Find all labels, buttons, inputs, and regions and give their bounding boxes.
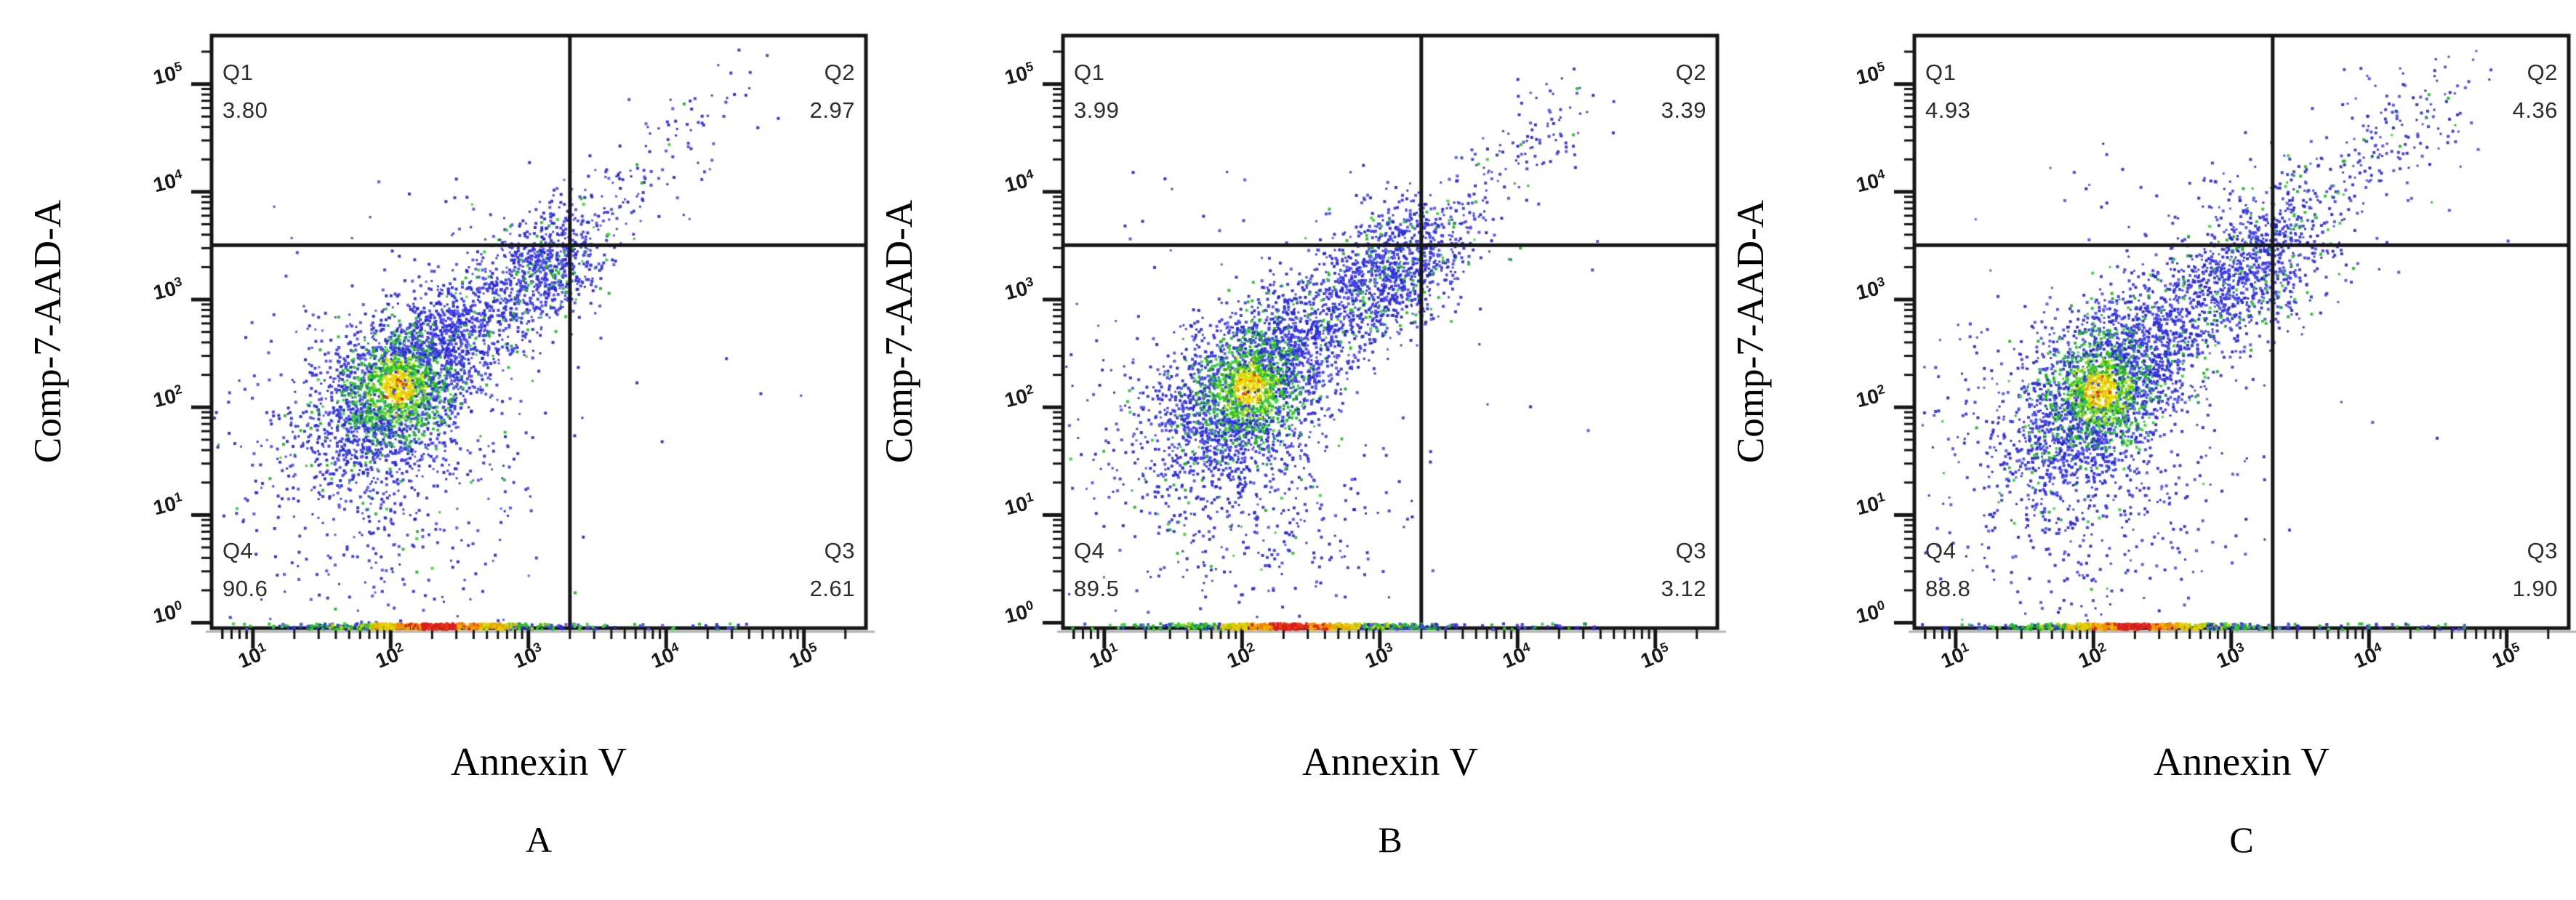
x-axis-title: Annexin V xyxy=(451,739,627,784)
q1-value: 3.80 xyxy=(222,97,268,123)
x-tick-label: 101 xyxy=(234,639,268,672)
x-tick-label: 104 xyxy=(1499,639,1533,672)
q3-value: 2.61 xyxy=(809,576,855,601)
q3-label: Q3 xyxy=(2527,538,2558,563)
q2-value: 4.36 xyxy=(2512,97,2558,123)
x-tick-label: 101 xyxy=(1086,639,1120,672)
q4-label: Q4 xyxy=(1925,538,1957,563)
x-axis-title: Annexin V xyxy=(2154,739,2330,784)
q1-value: 3.99 xyxy=(1074,97,1120,123)
panel-b: Q1 3.99 Q2 3.39 Q4 89.5 Q3 3.12 100 101 10… xyxy=(878,0,1717,900)
x-tick-label: 101 xyxy=(1937,639,1971,672)
x-tick-label: 104 xyxy=(648,639,681,672)
x-axis-title: Annexin V xyxy=(1302,739,1478,784)
panel-c: Q1 4.93 Q2 4.36 Q4 88.8 Q3 1.90 100 101 10… xyxy=(1730,0,2569,900)
y-axis-title: Comp-7-AAD-A xyxy=(27,199,69,464)
q3-label: Q3 xyxy=(824,538,855,563)
x-tick-label: 105 xyxy=(2488,639,2522,672)
x-tick-label: 102 xyxy=(372,639,406,672)
x-tick-label: 105 xyxy=(1637,639,1671,672)
y-axis-title: Comp-7-AAD-A xyxy=(878,199,920,464)
q2-value: 3.39 xyxy=(1661,97,1706,123)
q4-value: 88.8 xyxy=(1925,576,1971,601)
x-tick-label: 103 xyxy=(510,639,544,672)
panel-letter: B xyxy=(1378,819,1403,860)
q1-label: Q1 xyxy=(222,60,254,85)
q3-label: Q3 xyxy=(1675,538,1706,563)
q2-value: 2.97 xyxy=(809,97,855,123)
q3-value: 1.90 xyxy=(2512,576,2558,601)
q1-label: Q1 xyxy=(1925,60,1957,85)
panel-letter: C xyxy=(2229,819,2254,860)
x-tick-label: 103 xyxy=(1361,639,1395,672)
q1-value: 4.93 xyxy=(1925,97,1971,123)
panel-a: Q1 3.80 Q2 2.97 Q4 90.6 Q3 2.61 100 101 10… xyxy=(27,0,866,900)
q4-value: 89.5 xyxy=(1074,576,1120,601)
q3-value: 3.12 xyxy=(1661,576,1706,601)
x-tick-label: 102 xyxy=(1224,639,1257,672)
q4-label: Q4 xyxy=(222,538,254,563)
q2-label: Q2 xyxy=(2527,60,2558,85)
q1-label: Q1 xyxy=(1074,60,1105,85)
x-tick-label: 103 xyxy=(2212,639,2247,672)
panel-letter: A xyxy=(525,819,553,860)
q2-label: Q2 xyxy=(824,60,855,85)
q2-label: Q2 xyxy=(1675,60,1706,85)
q4-value: 90.6 xyxy=(222,576,268,601)
q4-label: Q4 xyxy=(1074,538,1105,563)
x-tick-label: 104 xyxy=(2351,639,2384,672)
x-tick-label: 105 xyxy=(785,639,819,672)
y-axis-title: Comp-7-AAD-A xyxy=(1730,199,1772,464)
x-tick-label: 102 xyxy=(2075,639,2108,672)
